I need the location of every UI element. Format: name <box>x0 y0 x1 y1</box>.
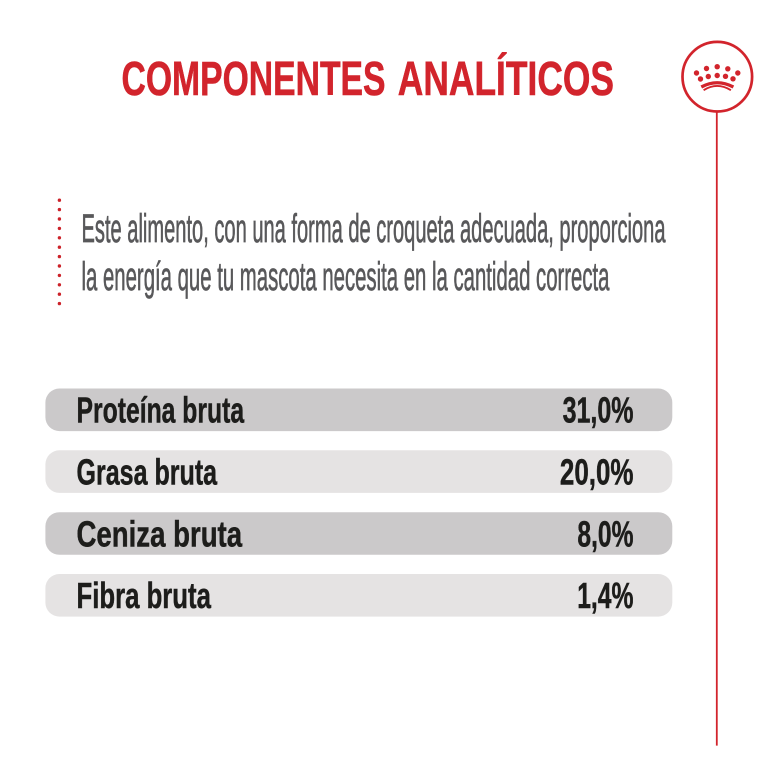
svg-text:la energía que tu mascota nece: la energía que tu mascota necesita en la… <box>82 255 610 299</box>
svg-text:31,0%: 31,0% <box>563 390 634 431</box>
svg-text:1,4%: 1,4% <box>577 575 633 616</box>
svg-text:Grasa bruta: Grasa bruta <box>77 452 218 493</box>
svg-text:8,0%: 8,0% <box>577 513 633 554</box>
svg-text:ANALÍTICOS: ANALÍTICOS <box>398 52 614 106</box>
svg-text:COMPONENTES: COMPONENTES <box>122 53 386 106</box>
svg-text:Este alimento, con una forma d: Este alimento, con una forma de croqueta… <box>82 207 666 251</box>
svg-text:Proteína bruta: Proteína bruta <box>77 390 245 431</box>
svg-text:20,0%: 20,0% <box>560 452 634 493</box>
svg-text:Fibra bruta: Fibra bruta <box>77 575 212 616</box>
svg-text:Ceniza bruta: Ceniza bruta <box>77 513 243 554</box>
